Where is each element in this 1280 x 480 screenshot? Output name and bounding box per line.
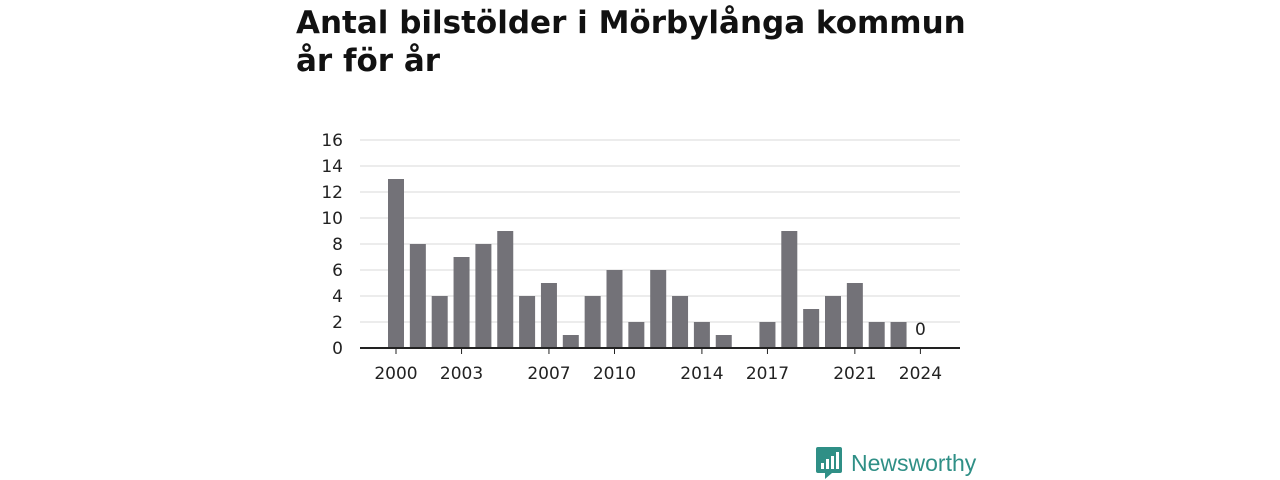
x-tick-label: 2017: [746, 364, 789, 384]
bar-2005: [497, 231, 514, 348]
annotations: 0: [915, 320, 926, 340]
x-tick-label: 2014: [680, 364, 723, 384]
y-tick-label: 2: [332, 313, 343, 333]
x-tick-label: 2007: [527, 364, 570, 384]
bar-2018: [781, 231, 798, 348]
bar-2015: [715, 335, 732, 348]
y-tick-label: 10: [321, 209, 343, 229]
y-tick-label: 6: [332, 261, 343, 281]
brand-logo: Newsworthy: [815, 446, 976, 480]
bar-2012: [650, 270, 667, 348]
data-label: 0: [915, 320, 926, 340]
bar-2003: [453, 257, 470, 348]
bar-2022: [868, 322, 885, 348]
bar-2014: [693, 322, 710, 348]
bar-2004: [475, 244, 492, 348]
x-tick-label: 2010: [593, 364, 636, 384]
chart-title: Antal bilstölder i Mörbylånga kommun år …: [296, 5, 966, 79]
bar-2001: [409, 244, 426, 348]
y-tick-label: 12: [321, 183, 343, 203]
bar-2020: [825, 296, 841, 348]
bar-2010: [606, 270, 623, 348]
bar-2017: [759, 322, 776, 348]
bar-2021: [846, 283, 863, 348]
y-axis-ticks: 0 2 4 6 8 10 12 14 16: [321, 131, 343, 359]
bars: [388, 179, 907, 348]
bar-2023: [890, 322, 907, 348]
y-tick-label: 8: [332, 235, 343, 255]
bar-2000: [388, 179, 404, 348]
x-tick-label: 2021: [833, 364, 876, 384]
bar-2009: [584, 296, 601, 348]
y-tick-label: 0: [332, 339, 343, 359]
x-tick-label: 2000: [374, 364, 417, 384]
x-tick-label: 2003: [440, 364, 483, 384]
x-tick-label: 2024: [899, 364, 942, 384]
y-tick-label: 4: [332, 287, 343, 307]
y-tick-label: 16: [321, 131, 343, 151]
bar-2008: [562, 335, 579, 348]
bar-2013: [672, 296, 689, 348]
bar-2011: [628, 322, 645, 348]
bar-2002: [431, 296, 448, 348]
x-axis-ticks: 2000 2003 2007 2010 2014 2017 2021 2024: [374, 348, 942, 384]
bar-2007: [540, 283, 557, 348]
brand-name: Newsworthy: [851, 449, 977, 476]
y-tick-label: 14: [321, 157, 343, 177]
bar-2006: [519, 296, 536, 348]
newsworthy-logo-icon: [816, 447, 842, 479]
bar-2019: [803, 309, 820, 348]
